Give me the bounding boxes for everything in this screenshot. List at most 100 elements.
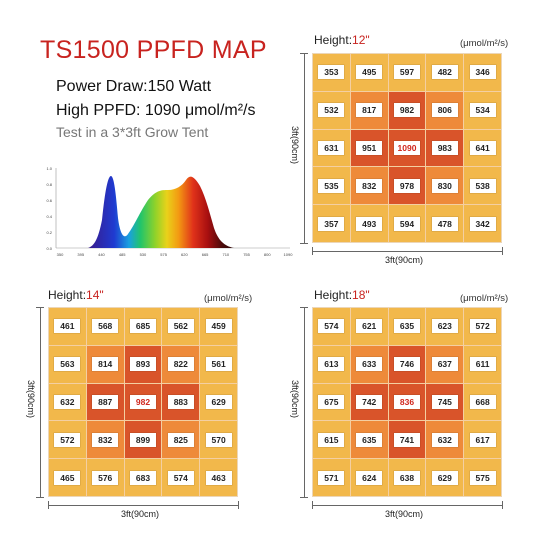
grid-cell: 572 xyxy=(49,421,86,459)
ppfd-value: 574 xyxy=(318,319,345,334)
ppfd-value: 982 xyxy=(393,103,420,118)
grid-cell: 893 xyxy=(124,345,162,383)
ppfd-grid-12: 353 495 597 482 346 532 817 982 806 534 631 951 1090… xyxy=(312,53,502,243)
ppfd-value: 342 xyxy=(469,216,496,231)
test-note: Test in a 3*3ft Grow Tent xyxy=(56,124,209,140)
grid-cell: 576 xyxy=(86,459,124,496)
x-tick-labels: 350 395 440 485 530 575 620 665 710 755 800 1090 xyxy=(57,252,294,257)
grid-cell: 745 xyxy=(426,383,464,421)
depth-label: 3ft(90cm) xyxy=(290,380,300,419)
grid-cell: 632 xyxy=(49,383,86,421)
unit-label: (μmol/m²/s) xyxy=(204,293,253,304)
grid-cell: 562 xyxy=(162,308,200,345)
depth-dimension-line xyxy=(304,307,305,497)
spectrum-chart: 1.0 0.8 0.6 0.4 0.2 0.0 350 395 440 485 530 575 620… xyxy=(46,166,294,257)
ppfd-value: 572 xyxy=(54,432,81,447)
grid-cell: 597 xyxy=(388,54,426,91)
grid-cell: 463 xyxy=(200,459,237,496)
grid-cell: 495 xyxy=(350,54,388,91)
ppfd-value: 817 xyxy=(356,103,383,118)
grid-cell: 534 xyxy=(464,91,501,129)
grid-cell: 741 xyxy=(388,421,426,459)
ppfd-value: 357 xyxy=(318,216,345,231)
grid-cell: 883 xyxy=(162,383,200,421)
dimension-tick xyxy=(300,53,308,54)
grid-cell: 478 xyxy=(426,205,464,242)
grid-cell: 825 xyxy=(162,421,200,459)
ppfd-value: 621 xyxy=(356,319,383,334)
ppfd-value: 568 xyxy=(92,319,119,334)
grid-cell: 817 xyxy=(350,91,388,129)
grid-cell: 830 xyxy=(426,167,464,205)
grid-cell: 951 xyxy=(350,129,388,167)
x-tick-label: 575 xyxy=(160,252,167,257)
depth-label: 3ft(90cm) xyxy=(290,126,300,165)
y-tick-label: 0.0 xyxy=(46,246,52,251)
x-tick-label: 620 xyxy=(181,252,188,257)
ppfd-grid-14: 461 568 685 562 459 563 814 893 822 561 632 887 982 8… xyxy=(48,307,238,497)
grid-cell: 594 xyxy=(388,205,426,242)
ppfd-value: 534 xyxy=(469,103,496,118)
ppfd-value: 822 xyxy=(167,357,194,372)
grid-cell: 613 xyxy=(313,345,350,383)
grid-cell: 633 xyxy=(350,345,388,383)
width-label: 3ft(90cm) xyxy=(385,255,424,265)
grid-cell: 683 xyxy=(124,459,162,496)
ppfd-value: 982 xyxy=(129,394,156,409)
ppfd-value: 572 xyxy=(469,319,496,334)
grid-cell: 346 xyxy=(464,54,501,91)
x-tick-label: 755 xyxy=(243,252,250,257)
ppfd-value: 615 xyxy=(318,432,345,447)
width-dimension-line xyxy=(312,505,502,506)
grid-cell: 570 xyxy=(200,421,237,459)
y-tick-label: 0.6 xyxy=(46,198,52,203)
ppfd-value: 631 xyxy=(318,140,345,155)
x-tick-label: 395 xyxy=(77,252,84,257)
ppfd-value: 741 xyxy=(393,432,420,447)
grid-cell: 459 xyxy=(200,308,237,345)
grid-cell: 982 xyxy=(124,383,162,421)
ppfd-value: 538 xyxy=(469,178,496,193)
ppfd-value: 685 xyxy=(129,319,156,334)
ppfd-value: 562 xyxy=(167,319,194,334)
height-value: 12" xyxy=(352,33,370,47)
ppfd-value: 482 xyxy=(431,65,458,80)
x-tick-label: 485 xyxy=(119,252,126,257)
grid-cell: 342 xyxy=(464,205,501,242)
grid-cell: 638 xyxy=(388,459,426,496)
ppfd-value: 624 xyxy=(356,470,383,485)
grid-cell: 668 xyxy=(464,383,501,421)
grid-cell: 629 xyxy=(426,459,464,496)
grid-cell: 621 xyxy=(350,308,388,345)
ppfd-value: 594 xyxy=(393,216,420,231)
grid-cell: 574 xyxy=(313,308,350,345)
ppfd-value: 832 xyxy=(92,432,119,447)
x-tick-label: 800 xyxy=(264,252,271,257)
ppfd-value: 836 xyxy=(393,394,420,409)
ppfd-value: 633 xyxy=(356,357,383,372)
height-prefix: Height: xyxy=(314,33,353,47)
grid-cell: 572 xyxy=(464,308,501,345)
height-label-12: Height:12" xyxy=(314,33,370,47)
y-tick-label: 1.0 xyxy=(46,166,52,171)
spectrum-curve xyxy=(88,176,234,248)
grid-cell: 631 xyxy=(313,129,350,167)
ppfd-value: 561 xyxy=(205,357,232,372)
grid-cell: 982 xyxy=(388,91,426,129)
ppfd-value: 353 xyxy=(318,65,345,80)
ppfd-value: 832 xyxy=(356,178,383,193)
depth-dimension-line xyxy=(40,307,41,497)
dimension-tick xyxy=(502,501,503,509)
ppfd-value: 617 xyxy=(469,432,496,447)
grid-cell: 806 xyxy=(426,91,464,129)
ppfd-value: 806 xyxy=(431,103,458,118)
grid-cell: 571 xyxy=(313,459,350,496)
ppfd-value: 346 xyxy=(469,65,496,80)
ppfd-value: 574 xyxy=(167,470,194,485)
ppfd-value: 632 xyxy=(54,394,81,409)
width-dimension-line xyxy=(312,251,502,252)
ppfd-value: 641 xyxy=(469,140,496,155)
grid-cell: 887 xyxy=(86,383,124,421)
grid-cell: 561 xyxy=(200,345,237,383)
ppfd-value: 632 xyxy=(431,432,458,447)
